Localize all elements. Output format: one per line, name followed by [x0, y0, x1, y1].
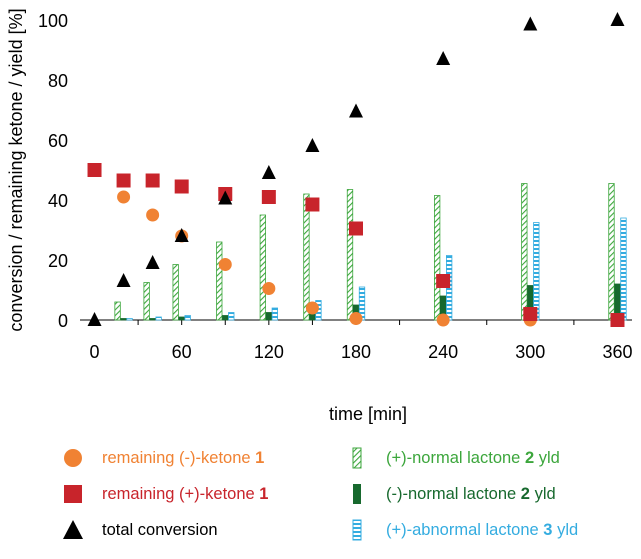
bar-dark-green: [222, 315, 229, 321]
legend-item: remaining (+)-ketone 1: [62, 483, 268, 505]
bar-light-green: [434, 195, 441, 321]
y-tick-label: 60: [48, 131, 68, 151]
legend-symbol: [62, 519, 84, 541]
point-black-triangle: [218, 190, 233, 205]
bar-blue: [155, 316, 162, 321]
bar-light-green: [114, 301, 121, 321]
point-black-triangle: [174, 228, 189, 242]
bar-light-green: [521, 183, 528, 321]
point-red-square: [261, 190, 276, 204]
bar-light-green: [143, 282, 150, 321]
point-red-square: [87, 163, 102, 177]
x-tick-label: 60: [172, 342, 192, 362]
legend-symbol: [346, 519, 368, 541]
point-black-triangle: [87, 312, 102, 326]
point-black-triangle: [116, 273, 131, 287]
point-black-triangle: [436, 51, 451, 65]
x-tick-label: 0: [90, 342, 100, 362]
legend-item: total conversion: [62, 519, 218, 541]
bar-dark-green: [120, 318, 127, 321]
y-tick-label: 80: [48, 71, 68, 91]
point-red-square: [305, 197, 320, 212]
y-tick-label: 0: [58, 311, 68, 331]
bar-light-green: [608, 183, 615, 321]
point-orange-circle: [305, 301, 319, 315]
point-black-triangle: [305, 138, 320, 152]
point-orange-circle: [436, 313, 450, 327]
x-tick-label: 120: [254, 342, 284, 362]
x-tick-label: 360: [602, 342, 632, 362]
bar-blue: [126, 318, 133, 321]
point-orange-circle: [117, 190, 131, 204]
bar-dark-green: [149, 318, 156, 321]
point-red-square: [145, 173, 160, 188]
legend-symbol: [346, 483, 368, 505]
legend-symbol: [62, 447, 84, 469]
point-red-square: [436, 274, 451, 288]
legend-label: (-)-normal lactone 2 yld: [386, 484, 556, 503]
bar-dark-green: [265, 312, 272, 321]
point-red-square: [523, 307, 538, 321]
legend-label: (+)-abnormal lactone 3 yld: [386, 520, 579, 539]
y-axis-label: conversion / remaining ketone / yield [%…: [6, 8, 26, 331]
x-axis-label: time [min]: [329, 404, 407, 424]
legend-label: total conversion: [102, 520, 218, 539]
point-orange-circle: [218, 258, 232, 271]
x-tick-label: 240: [428, 342, 458, 362]
bar-light-green: [172, 264, 179, 321]
legend-label: (+)-normal lactone 2 yld: [386, 448, 560, 467]
bar-blue: [228, 312, 235, 321]
bar-light-green: [303, 193, 310, 321]
bar-light-green: [259, 214, 266, 321]
x-tick-label: 300: [515, 342, 545, 362]
bar-blue: [620, 217, 627, 321]
legend-item: (+)-abnormal lactone 3 yld: [346, 519, 578, 541]
legend-item: (+)-normal lactone 2 yld: [346, 447, 560, 469]
point-black-triangle: [261, 165, 276, 179]
legend-item: (-)-normal lactone 2 yld: [346, 483, 556, 505]
point-orange-circle: [146, 208, 160, 222]
point-red-square: [349, 221, 363, 236]
y-tick-label: 40: [48, 191, 68, 211]
bar-blue: [184, 315, 191, 321]
point-orange-circle: [349, 312, 363, 325]
y-tick-label: 20: [48, 251, 68, 271]
point-black-triangle: [349, 103, 363, 118]
point-red-square: [116, 173, 131, 188]
y-tick-label: 100: [38, 11, 68, 31]
bar-blue: [271, 307, 278, 321]
bar-light-green: [346, 189, 354, 321]
bar-blue: [533, 222, 540, 321]
legend-label: remaining (+)-ketone 1: [102, 484, 269, 503]
point-red-square: [610, 313, 625, 327]
bar-dark-green: [178, 316, 185, 321]
point-black-triangle: [523, 16, 538, 31]
x-tick-label: 180: [341, 342, 371, 362]
legend-symbol: [62, 483, 84, 505]
legend-item: remaining (-)-ketone 1: [62, 447, 264, 469]
point-black-triangle: [610, 12, 625, 26]
legend-symbol: [346, 447, 368, 469]
bar-light-green: [216, 241, 223, 321]
point-black-triangle: [145, 255, 160, 269]
legend-label: remaining (-)-ketone 1: [102, 448, 265, 467]
point-orange-circle: [262, 282, 276, 295]
point-red-square: [174, 179, 189, 194]
